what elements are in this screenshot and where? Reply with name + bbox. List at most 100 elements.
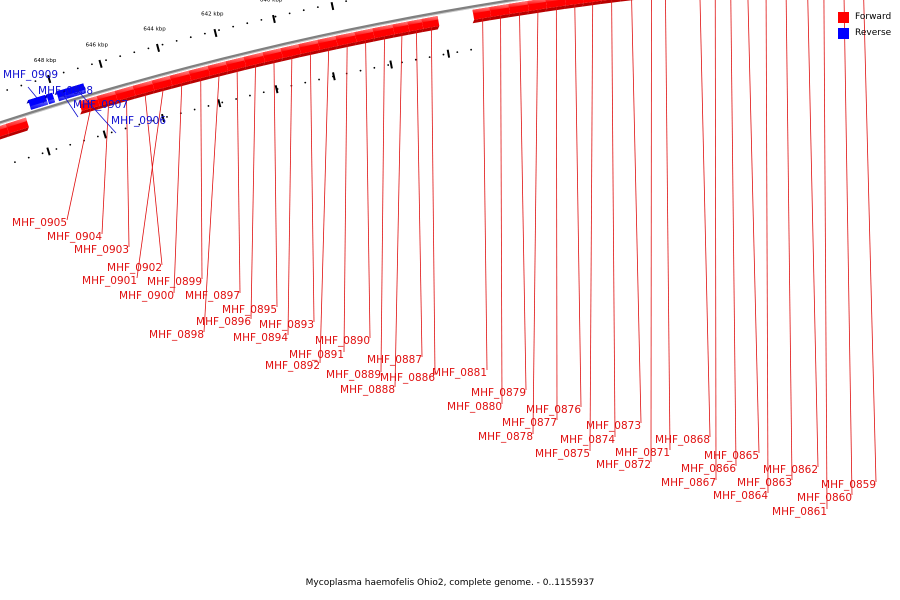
scale-tick (217, 99, 222, 108)
gene-label-MHF_0906[interactable]: MHF_0906 (73, 85, 167, 134)
gene-MHF_0873[interactable] (620, 0, 641, 2)
gene-MHF_0879[interactable] (508, 1, 529, 18)
gene-MHF_0874[interactable] (600, 0, 621, 5)
label-leader (500, 15, 503, 405)
legend-reverse-label: Reverse (855, 28, 892, 38)
gene-body (545, 0, 566, 9)
scale-dot (304, 81, 307, 84)
gene-MHF_0909[interactable] (26, 94, 49, 110)
gene-MHF_0903[interactable] (114, 85, 136, 105)
scale-dot (166, 116, 168, 118)
gene-label-MHF_0904[interactable]: MHF_0904 (47, 103, 109, 243)
label-text: MHF_0889 (326, 369, 381, 381)
gene-label-MHF_0908[interactable]: MHF_0908 (38, 85, 93, 104)
gene-label-MHF_0876[interactable]: MHF_0876 (526, 4, 582, 416)
gene-label-MHF_0867[interactable]: MHF_0867 (661, 0, 717, 489)
gene-label-MHF_0880[interactable]: MHF_0880 (447, 15, 503, 413)
gene-MHF_0877[interactable] (545, 0, 566, 12)
scale-tick (446, 49, 451, 58)
gene-MHF_0902[interactable] (132, 80, 155, 100)
gene-label-MHF_0866[interactable]: MHF_0866 (681, 0, 737, 475)
gene-MHF_0906[interactable] (62, 83, 87, 99)
gene-MHF_0887[interactable] (407, 18, 424, 35)
label-leader (631, 0, 642, 424)
gene-label-MHF_0888[interactable]: MHF_0888 (340, 32, 403, 396)
gene-label-MHF_0887[interactable]: MHF_0887 (367, 30, 423, 366)
gene-MHF_0878[interactable] (527, 0, 547, 15)
label-text: MHF_0892 (265, 360, 320, 372)
gene-label-MHF_0868[interactable]: MHF_0868 (655, 0, 711, 446)
scale-dot (76, 67, 79, 70)
gene-label-MHF_0909[interactable]: MHF_0909 (3, 69, 58, 98)
gene-MHF_0886[interactable] (421, 16, 440, 33)
gene-highlight (0, 124, 7, 130)
gene-MHF_0891[interactable] (335, 32, 357, 50)
gene-label-MHF_0901[interactable]: MHF_0901 (82, 87, 164, 287)
gene-label-MHF_0859[interactable]: MHF_0859 (821, 0, 877, 491)
gene-label-MHF_0900[interactable]: MHF_0900 (119, 82, 183, 302)
gene-label-MHF_0874[interactable]: MHF_0874 (560, 0, 616, 446)
gene-MHF_0894[interactable] (280, 44, 301, 62)
gene-MHF_0876[interactable] (564, 0, 584, 10)
gene-MHF_0875[interactable] (582, 0, 602, 7)
gene-label-MHF_0864[interactable]: MHF_0864 (713, 0, 769, 502)
gene-label-MHF_0865[interactable]: MHF_0865 (704, 0, 760, 462)
label-leader (785, 0, 793, 481)
gene-MHF_0892[interactable] (317, 36, 338, 54)
gene-MHF_0904[interactable] (96, 90, 118, 110)
gene-label-MHF_0861[interactable]: MHF_0861 (772, 0, 828, 518)
gene-MHF_0898[interactable] (207, 61, 229, 80)
gene-label-MHF_0877[interactable]: MHF_0877 (502, 6, 558, 429)
gene-label-MHF_0899[interactable]: MHF_0899 (147, 78, 203, 288)
scale-dot (218, 29, 220, 31)
gene-label-MHF_0873[interactable]: MHF_0873 (586, 0, 642, 432)
gene-MHF_0890[interactable] (354, 28, 375, 46)
gene-label-MHF_0894[interactable]: MHF_0894 (233, 55, 293, 344)
gene-side (189, 75, 211, 84)
gene-label-MHF_0907[interactable]: MHF_0907 (59, 90, 128, 118)
gene-label-MHF_0902[interactable]: MHF_0902 (107, 92, 163, 274)
gene-MHF_0893[interactable] (298, 39, 320, 58)
gene-MHF_0895[interactable] (262, 48, 283, 66)
gene-label-MHF_0897[interactable]: MHF_0897 (185, 68, 241, 302)
gene-label-MHF_0878[interactable]: MHF_0878 (478, 9, 539, 443)
gene-label-MHF_0889[interactable]: MHF_0889 (326, 36, 385, 381)
gene-label-MHF_0863[interactable]: MHF_0863 (737, 0, 793, 489)
gene-label-MHF_0871[interactable]: MHF_0871 (615, 0, 671, 459)
gene-label-MHF_0860[interactable]: MHF_0860 (797, 0, 853, 504)
gene-label-MHF_0879[interactable]: MHF_0879 (471, 12, 527, 399)
gene-partial-b[interactable] (5, 117, 29, 138)
label-text: MHF_0904 (47, 231, 102, 243)
gene-label-MHF_0881[interactable]: MHF_0881 (432, 18, 488, 379)
gene-MHF_0900[interactable] (169, 70, 192, 89)
gene-MHF_0888[interactable] (392, 21, 410, 38)
gene-label-MHF_0898[interactable]: MHF_0898 (149, 73, 220, 341)
gene-MHF_0899[interactable] (188, 65, 211, 84)
gene-label-MHF_0892[interactable]: MHF_0892 (265, 47, 330, 372)
gene-label-MHF_0875[interactable]: MHF_0875 (535, 1, 594, 460)
gene-MHF_0901[interactable] (151, 75, 173, 94)
gene-label-MHF_0886[interactable]: MHF_0886 (380, 27, 436, 384)
label-text: MHF_0905 (12, 217, 67, 229)
gene-body (565, 0, 584, 6)
gene-label-MHF_0895[interactable]: MHF_0895 (222, 60, 278, 316)
gene-label-MHF_0893[interactable]: MHF_0893 (259, 51, 315, 331)
gene-label-MHF_0903[interactable]: MHF_0903 (74, 98, 130, 256)
gene-MHF_0896[interactable] (243, 52, 265, 71)
gene-MHF_0880[interactable] (489, 4, 511, 21)
gene-label-MHF_0862[interactable]: MHF_0862 (763, 0, 819, 476)
gene-MHF_0889[interactable] (372, 24, 395, 42)
gene-label-MHF_0896[interactable]: MHF_0896 (196, 64, 256, 328)
label-text: MHF_0873 (586, 420, 641, 432)
scale-tick (46, 147, 51, 156)
gene-label-MHF_0891[interactable]: MHF_0891 (289, 43, 348, 361)
gene-label-MHF_0905[interactable]: MHF_0905 (12, 108, 92, 229)
gene-MHF_0881[interactable] (472, 7, 492, 24)
gene-label-MHF_0872[interactable]: MHF_0872 (596, 0, 652, 471)
gene-label-MHF_0890[interactable]: MHF_0890 (315, 40, 371, 347)
label-text: MHF_0864 (713, 490, 768, 502)
gene-partial-a[interactable] (0, 124, 9, 140)
gene-MHF_0897[interactable] (225, 56, 247, 75)
scale-dot (91, 63, 93, 66)
